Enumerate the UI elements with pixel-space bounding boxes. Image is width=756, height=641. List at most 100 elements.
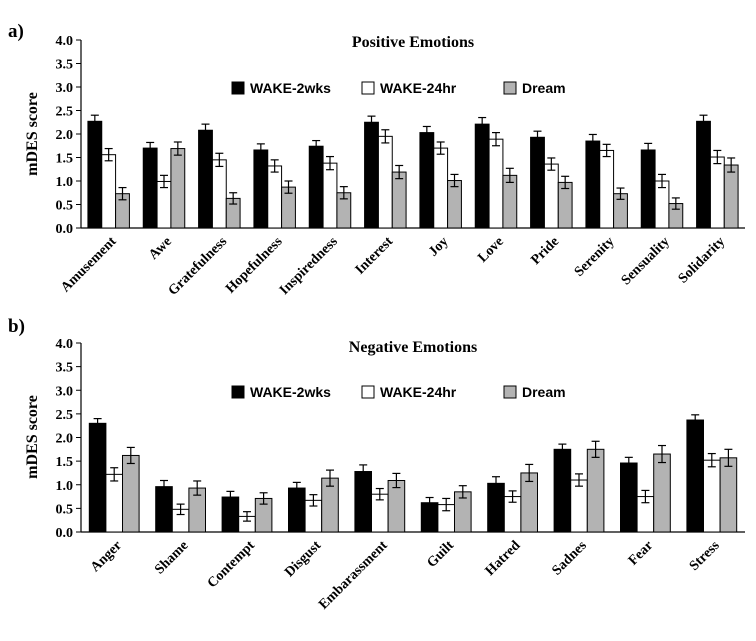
bar [105,473,124,533]
y-tick-label: 3.0 [56,384,74,399]
x-tick-label: Sensuality [619,234,673,288]
bar [543,163,559,229]
bar [211,159,227,229]
y-tick-label: 2.5 [56,105,74,120]
bar [570,479,588,533]
x-tick-label: Joy [426,234,451,259]
bar [267,165,283,229]
y-axis-label: mDES score [24,92,41,176]
bar [653,453,671,533]
bar [620,462,638,533]
x-tick-label: Serenity [572,234,618,280]
bar [640,149,656,229]
y-tick-label: 3.5 [56,361,74,376]
y-tick-label: 0.5 [56,502,74,517]
y-tick-label: 0.5 [56,199,74,214]
y-tick-label: 2.5 [56,408,74,423]
x-tick-label: Embarassment [316,538,391,613]
x-tick-label: Sadnes [550,538,591,579]
x-tick-label: Awe [146,234,175,263]
x-tick-label: Hatred [483,538,524,579]
y-tick-label: 1.5 [56,455,74,470]
y-tick-label: 0.0 [56,222,74,237]
bar [447,180,462,229]
x-tick-label: Shame [152,538,191,577]
legend-entry: Dream [522,80,566,96]
legend-entry: WAKE-2wks [250,80,331,96]
bar [156,180,172,229]
bar [719,457,738,533]
bar [308,145,324,229]
bar [599,149,615,229]
panel-label: a) [8,21,24,42]
x-tick-label: Love [475,234,507,266]
bar [101,154,117,229]
chart-panel-1: a) Positive Emotions mDES score 0.0 0.5 1.0 1.… [8,21,745,299]
x-tick-label: Stress [687,538,723,574]
panel-label: b) [8,316,25,337]
bar [322,162,338,229]
x-tick-label: Fear [626,538,656,568]
bar [170,148,186,229]
bar [709,156,725,229]
x-tick-label: Gratefulness [166,234,231,299]
bar [586,448,605,533]
bar [703,459,721,533]
legend-swatch [361,385,375,399]
legend-swatch [231,385,245,399]
y-tick-label: 1.5 [56,152,74,167]
legend-swatch [503,81,517,95]
bar [354,471,372,533]
legend-entry: WAKE-24hr [380,80,457,96]
bar [377,135,393,229]
y-axis-label: mDES score [24,395,41,479]
bar [155,486,173,533]
bar [553,448,572,533]
bar [87,120,103,229]
legend-entry: Dream [522,384,566,400]
bar [530,136,545,229]
y-tick-label: 4.0 [56,337,74,352]
y-tick-label: 4.0 [56,34,74,49]
bar [686,419,705,533]
chart-panel-2: b) Negative Emotions mDES score 0.0 0.5 1.0 1.… [8,316,745,613]
x-tick-label: Interest [353,234,397,278]
y-tick-label: 1.0 [56,479,74,494]
y-tick-label: 2.0 [56,432,74,447]
bar [142,147,158,229]
bar [387,479,406,533]
x-tick-label: Disgust [282,538,324,580]
bar [419,132,435,229]
x-tick-label: Solidarity [676,234,728,286]
legend-swatch [361,81,375,95]
bar [488,138,504,229]
bar [474,123,490,229]
y-tick-label: 3.5 [56,58,74,73]
bar [364,121,379,229]
legend-swatch [503,385,517,399]
x-tick-label: Amusement [58,234,119,295]
bar [288,487,306,533]
legend-entry: WAKE-24hr [380,384,457,400]
y-tick-label: 3.0 [56,81,74,96]
x-tick-label: Inspiredness [277,234,341,298]
bar [253,149,269,229]
x-tick-label: Contempt [205,538,258,591]
bar [198,129,213,229]
bar [502,174,518,229]
bar [122,454,140,533]
bar [696,120,711,229]
bar [433,147,449,229]
bar [487,482,505,533]
y-tick-label: 0.0 [56,526,74,541]
x-tick-label: Guilt [424,538,457,571]
y-tick-label: 2.0 [56,128,74,143]
bar [723,164,739,229]
chart-title: Positive Emotions [352,34,474,51]
bar [391,171,407,229]
legend-swatch [231,81,245,95]
x-tick-label: Pride [528,234,562,268]
bar [88,422,107,533]
bar [557,181,573,229]
